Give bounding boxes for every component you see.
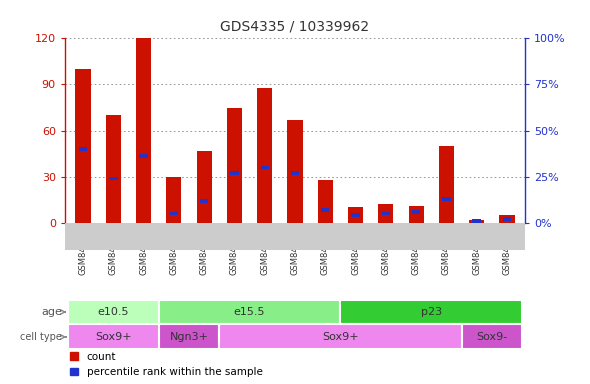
Bar (473, 219, 481, 223)
Bar (317, 180, 333, 223)
Bar (200, 199, 208, 202)
Bar (106, 115, 121, 223)
Bar (159, 300, 340, 324)
Bar (196, 151, 212, 223)
Bar (76, 69, 91, 223)
Bar (412, 210, 420, 214)
Bar (109, 177, 117, 180)
Text: e15.5: e15.5 (234, 307, 266, 317)
Bar (321, 208, 329, 212)
Bar (352, 214, 360, 217)
Text: Ngn3+: Ngn3+ (169, 332, 208, 342)
Bar (461, 324, 522, 349)
Bar (139, 154, 148, 158)
Text: age: age (41, 307, 62, 317)
Bar (382, 212, 390, 215)
Bar (257, 88, 273, 223)
Bar (378, 204, 394, 223)
Bar (499, 215, 514, 223)
Bar (68, 300, 159, 324)
Bar (503, 217, 511, 221)
Bar (340, 300, 522, 324)
Text: p23: p23 (421, 307, 442, 317)
Bar (79, 147, 87, 151)
Bar (159, 324, 219, 349)
Text: cell type: cell type (20, 332, 62, 342)
Text: e10.5: e10.5 (97, 307, 129, 317)
Text: GDS4335 / 10339962: GDS4335 / 10339962 (221, 19, 369, 33)
Bar (439, 146, 454, 223)
Bar (348, 207, 363, 223)
Bar (230, 171, 238, 175)
Text: Sox9+: Sox9+ (95, 332, 132, 342)
Bar (166, 177, 182, 223)
Bar (68, 324, 159, 349)
Text: Sox9+: Sox9+ (322, 332, 359, 342)
Bar (227, 108, 242, 223)
Text: Sox9-: Sox9- (476, 332, 507, 342)
Bar (408, 206, 424, 223)
Bar (291, 171, 299, 175)
Bar (261, 166, 269, 169)
Bar (469, 220, 484, 223)
Bar (136, 38, 151, 223)
Bar (287, 120, 303, 223)
Bar (170, 212, 178, 215)
Bar (442, 197, 451, 201)
Legend: count, percentile rank within the sample: count, percentile rank within the sample (70, 352, 263, 377)
Bar (219, 324, 461, 349)
